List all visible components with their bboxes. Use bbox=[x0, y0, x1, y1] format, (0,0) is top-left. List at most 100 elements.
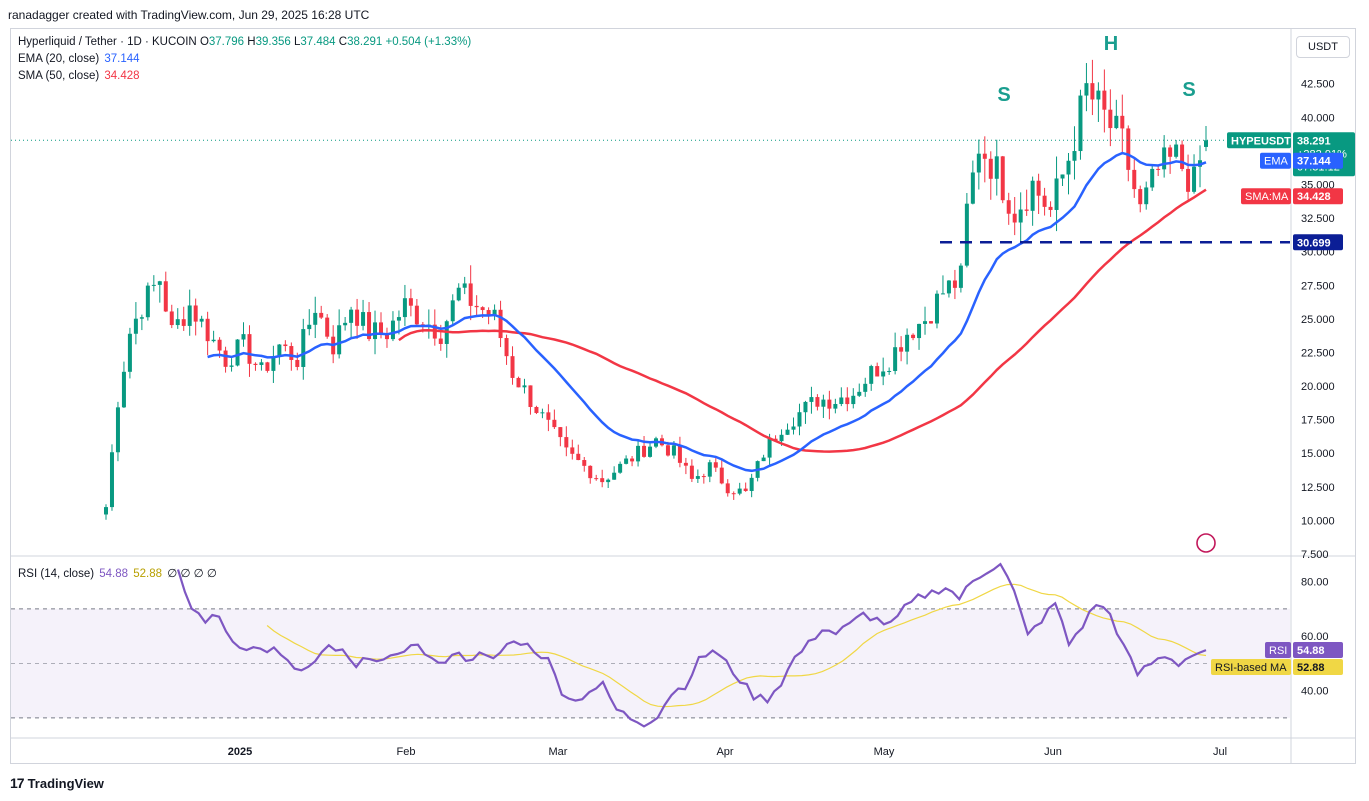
sma-price-label-bg bbox=[1293, 188, 1343, 205]
candle-body bbox=[863, 383, 868, 392]
time-tick-label: Jul bbox=[1213, 746, 1227, 758]
candle-body bbox=[1204, 140, 1208, 147]
candle-body bbox=[785, 429, 790, 435]
candle-body bbox=[145, 285, 150, 318]
candle-body bbox=[187, 305, 192, 326]
candle-body bbox=[719, 467, 724, 484]
candle-body bbox=[1048, 206, 1053, 210]
sma-50-line bbox=[398, 188, 1207, 453]
currency-button[interactable]: USDT bbox=[1296, 36, 1350, 58]
candle-body bbox=[576, 453, 581, 461]
rsi-legend[interactable]: RSI (14, close) 54.88 52.88 ∅ ∅ ∅ ∅ bbox=[18, 566, 217, 580]
candle-body bbox=[1030, 180, 1035, 211]
footer-brand[interactable]: 17 TradingView bbox=[10, 775, 104, 791]
candle-body bbox=[271, 356, 276, 371]
candle-body bbox=[289, 346, 294, 360]
candle-body bbox=[1096, 90, 1101, 100]
rsi-ma-tag-bg bbox=[1211, 659, 1291, 676]
sma-price-label-text: 34.428 bbox=[1297, 191, 1331, 203]
candle-body bbox=[510, 356, 515, 378]
candles-group bbox=[104, 59, 1208, 520]
time-tick-label: Apr bbox=[716, 746, 733, 758]
candle-body bbox=[277, 344, 282, 357]
candle-body bbox=[791, 426, 796, 430]
price-change: +0.504 (+1.33%) bbox=[385, 36, 472, 48]
candle-body bbox=[809, 397, 814, 402]
candle-body bbox=[893, 347, 898, 371]
candle-body bbox=[504, 338, 509, 357]
candle-body bbox=[677, 445, 682, 463]
candle-body bbox=[205, 318, 210, 342]
candle-body bbox=[1156, 168, 1161, 170]
candle-body bbox=[875, 366, 880, 377]
last-price-label-text: 38.291 bbox=[1297, 135, 1331, 147]
candle-body bbox=[1018, 209, 1023, 223]
candle-body bbox=[917, 323, 922, 339]
candle-body bbox=[414, 305, 419, 325]
chart-caption: ranadagger created with TradingView.com,… bbox=[8, 8, 370, 22]
candle-body bbox=[618, 463, 623, 473]
candle-body bbox=[1066, 160, 1071, 175]
sma-legend[interactable]: SMA (50, close) 34.428 bbox=[18, 70, 140, 82]
candle-body bbox=[940, 293, 945, 295]
candle-body bbox=[241, 334, 246, 340]
sma-label: SMA (50, close) bbox=[18, 70, 100, 82]
candle-body bbox=[1180, 144, 1185, 169]
candle-body bbox=[671, 445, 676, 456]
ema-price-label-text: 37.144 bbox=[1297, 156, 1332, 168]
candle-body bbox=[725, 483, 730, 494]
candle-body bbox=[839, 397, 844, 404]
candle-body bbox=[1084, 83, 1089, 96]
candle-body bbox=[253, 363, 258, 365]
rsi-price-label-bg bbox=[1293, 642, 1343, 659]
candle-body bbox=[1036, 180, 1041, 196]
tradingview-logo: 17 bbox=[10, 775, 25, 791]
candle-body bbox=[767, 438, 772, 458]
candle-body bbox=[1042, 195, 1047, 207]
candle-body bbox=[438, 338, 443, 344]
candle-body bbox=[899, 347, 904, 352]
candle-body bbox=[528, 385, 533, 408]
candle-body bbox=[193, 305, 198, 322]
rsi-ma-price-label-bg bbox=[1293, 659, 1343, 676]
pattern-label-shoulder: S bbox=[997, 84, 1010, 106]
candle-body bbox=[361, 312, 366, 326]
candle-body bbox=[707, 462, 712, 477]
candle-body bbox=[157, 281, 162, 285]
candle-body bbox=[1000, 156, 1005, 201]
candle-body bbox=[552, 419, 557, 428]
candle-body bbox=[665, 445, 670, 456]
rsi-ma-value: 52.88 bbox=[133, 568, 163, 580]
candle-body bbox=[1174, 144, 1179, 157]
chart-frame bbox=[10, 28, 1356, 764]
candle-body bbox=[743, 488, 748, 491]
candle-body bbox=[1114, 115, 1119, 129]
candle-body bbox=[390, 320, 395, 340]
ema-label: EMA (20, close) bbox=[18, 53, 100, 65]
candle-body bbox=[887, 370, 892, 372]
candle-body bbox=[1138, 189, 1143, 205]
candle-body bbox=[905, 334, 910, 352]
candle-body bbox=[958, 265, 963, 288]
candle-body bbox=[492, 309, 497, 317]
candle-body bbox=[988, 158, 993, 179]
rsi-ma-price-label-text: 52.88 bbox=[1297, 662, 1325, 674]
candle-body bbox=[534, 407, 539, 413]
ema-legend[interactable]: EMA (20, close) 37.144 bbox=[18, 53, 140, 65]
rsi-band-fill bbox=[11, 608, 1290, 718]
price-legend: Hyperliquid / Tether · 1D · KUCOIN O37.7… bbox=[18, 36, 471, 48]
rsi-ma-line bbox=[266, 583, 1207, 708]
candle-body bbox=[683, 462, 688, 466]
candle-body bbox=[558, 427, 563, 438]
candle-body bbox=[498, 309, 503, 339]
candle-body bbox=[474, 305, 479, 308]
ema-tag-text: EMA bbox=[1264, 156, 1289, 168]
candle-body bbox=[1150, 168, 1155, 188]
time-tick-label: Jun bbox=[1044, 746, 1062, 758]
symbol-title[interactable]: Hyperliquid / Tether · 1D · KUCOIN bbox=[18, 36, 197, 48]
candle-body bbox=[588, 465, 593, 479]
candle-body bbox=[612, 472, 617, 480]
support-price-label-bg bbox=[1293, 234, 1343, 251]
brand-name: TradingView bbox=[27, 775, 104, 791]
